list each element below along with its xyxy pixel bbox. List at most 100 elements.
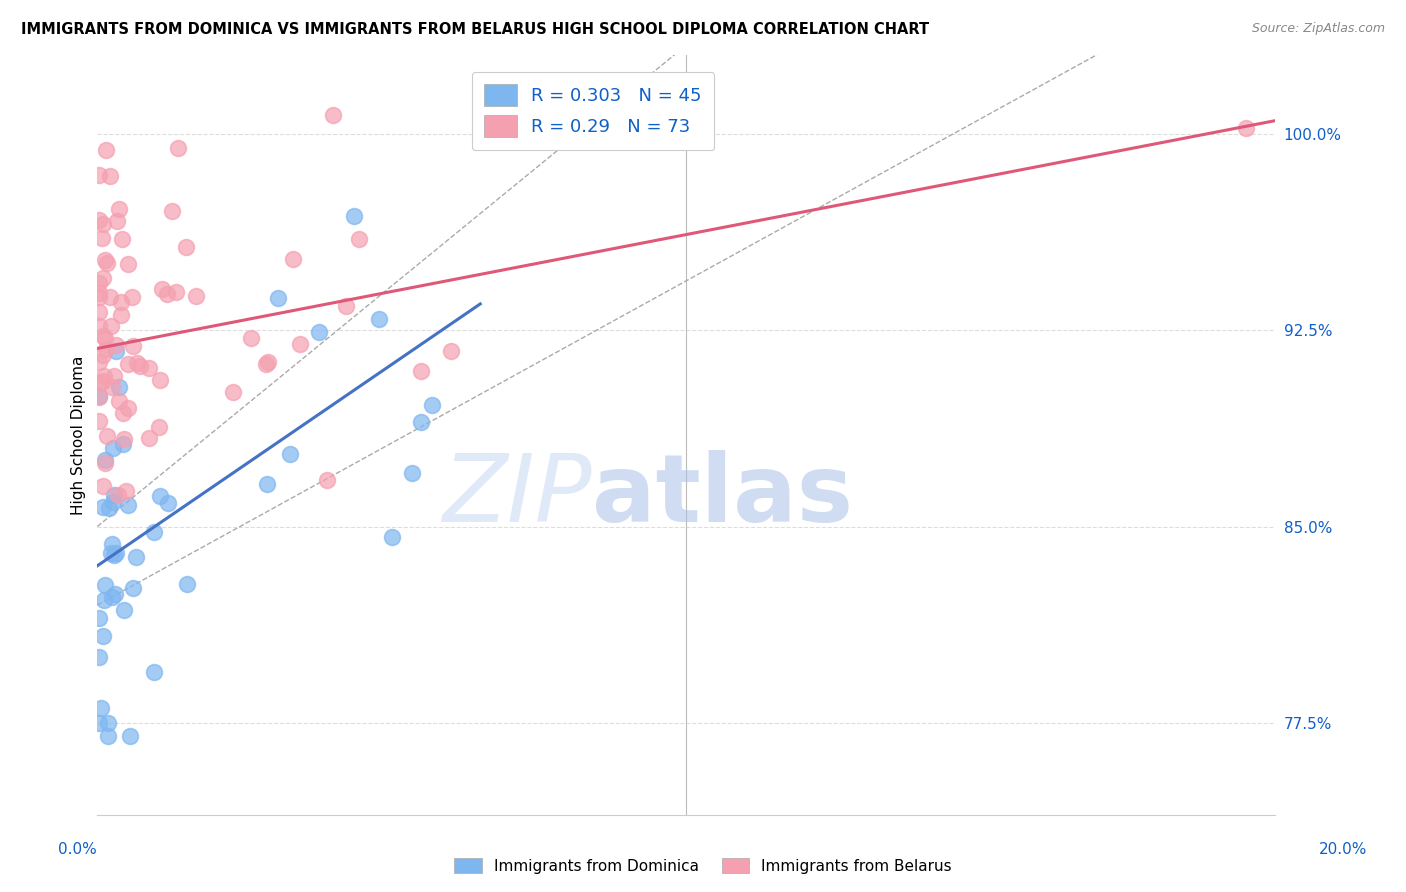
- Point: [87, 305, 110, 319]
- Point: [93, 328, 115, 343]
- Point: [156, 286, 179, 301]
- Point: [105, 214, 128, 228]
- Point: [104, 587, 127, 601]
- Point: [103, 548, 125, 562]
- Point: [87, 354, 110, 368]
- Point: [165, 285, 187, 299]
- Point: [176, 576, 198, 591]
- Point: [91, 374, 114, 388]
- Point: [97, 500, 120, 515]
- Point: [96, 342, 118, 356]
- Point: [91, 479, 114, 493]
- Point: [87, 285, 110, 300]
- Point: [117, 498, 139, 512]
- Point: [368, 311, 391, 326]
- Point: [156, 496, 179, 510]
- Point: [96, 429, 118, 443]
- Point: [89, 390, 111, 404]
- Point: [1234, 121, 1257, 136]
- Point: [93, 456, 115, 470]
- Point: [122, 581, 145, 595]
- Point: [103, 488, 125, 502]
- Point: [308, 326, 330, 340]
- Point: [149, 373, 172, 387]
- Text: ZIP: ZIP: [443, 450, 592, 541]
- Point: [112, 436, 135, 450]
- Point: [107, 488, 129, 502]
- Point: [112, 407, 135, 421]
- Point: [112, 603, 135, 617]
- Point: [129, 359, 152, 373]
- Point: [89, 376, 111, 390]
- Legend: R = 0.303   N = 45, R = 0.29   N = 73: R = 0.303 N = 45, R = 0.29 N = 73: [471, 71, 714, 150]
- Point: [108, 394, 131, 409]
- Point: [93, 369, 115, 384]
- Point: [381, 530, 404, 544]
- Point: [138, 361, 160, 376]
- Point: [127, 356, 149, 370]
- Point: [87, 276, 110, 290]
- Point: [347, 232, 370, 246]
- Point: [94, 330, 117, 344]
- Point: [118, 729, 141, 743]
- Point: [94, 252, 117, 267]
- Point: [125, 549, 148, 564]
- Point: [97, 715, 120, 730]
- Point: [87, 413, 110, 427]
- Point: [121, 290, 143, 304]
- Point: [138, 431, 160, 445]
- Point: [316, 473, 339, 487]
- Point: [98, 169, 121, 184]
- Point: [91, 231, 114, 245]
- Point: [112, 432, 135, 446]
- Point: [91, 217, 114, 231]
- Point: [117, 357, 139, 371]
- Point: [142, 525, 165, 540]
- Point: [335, 299, 357, 313]
- Point: [94, 577, 117, 591]
- Point: [143, 665, 166, 680]
- Point: [93, 593, 115, 607]
- Text: IMMIGRANTS FROM DOMINICA VS IMMIGRANTS FROM BELARUS HIGH SCHOOL DIPLOMA CORRELAT: IMMIGRANTS FROM DOMINICA VS IMMIGRANTS F…: [21, 22, 929, 37]
- Point: [100, 546, 122, 560]
- Point: [222, 384, 245, 399]
- Point: [256, 477, 278, 491]
- Point: [103, 368, 125, 383]
- Text: atlas: atlas: [592, 450, 853, 541]
- Point: [111, 232, 134, 246]
- Point: [117, 401, 139, 415]
- Point: [440, 344, 463, 359]
- Point: [288, 336, 311, 351]
- Point: [101, 590, 124, 604]
- Point: [150, 282, 173, 296]
- Point: [90, 701, 112, 715]
- Point: [108, 380, 131, 394]
- Point: [166, 141, 188, 155]
- Point: [91, 500, 114, 514]
- Point: [89, 389, 111, 403]
- Point: [87, 168, 110, 182]
- Point: [104, 546, 127, 560]
- Point: [101, 380, 124, 394]
- Point: [96, 143, 118, 157]
- Point: [87, 213, 110, 227]
- Point: [93, 452, 115, 467]
- Point: [87, 319, 110, 334]
- Point: [105, 338, 128, 352]
- Point: [93, 348, 115, 362]
- Point: [117, 256, 139, 270]
- Point: [107, 202, 129, 216]
- Point: [149, 489, 172, 503]
- Point: [343, 210, 366, 224]
- Point: [100, 318, 122, 333]
- Point: [91, 271, 114, 285]
- Point: [87, 611, 110, 625]
- Point: [148, 419, 170, 434]
- Point: [278, 447, 301, 461]
- Point: [110, 295, 132, 310]
- Point: [96, 256, 118, 270]
- Text: 20.0%: 20.0%: [1319, 842, 1367, 856]
- Point: [110, 308, 132, 322]
- Point: [267, 291, 290, 305]
- Point: [186, 289, 208, 303]
